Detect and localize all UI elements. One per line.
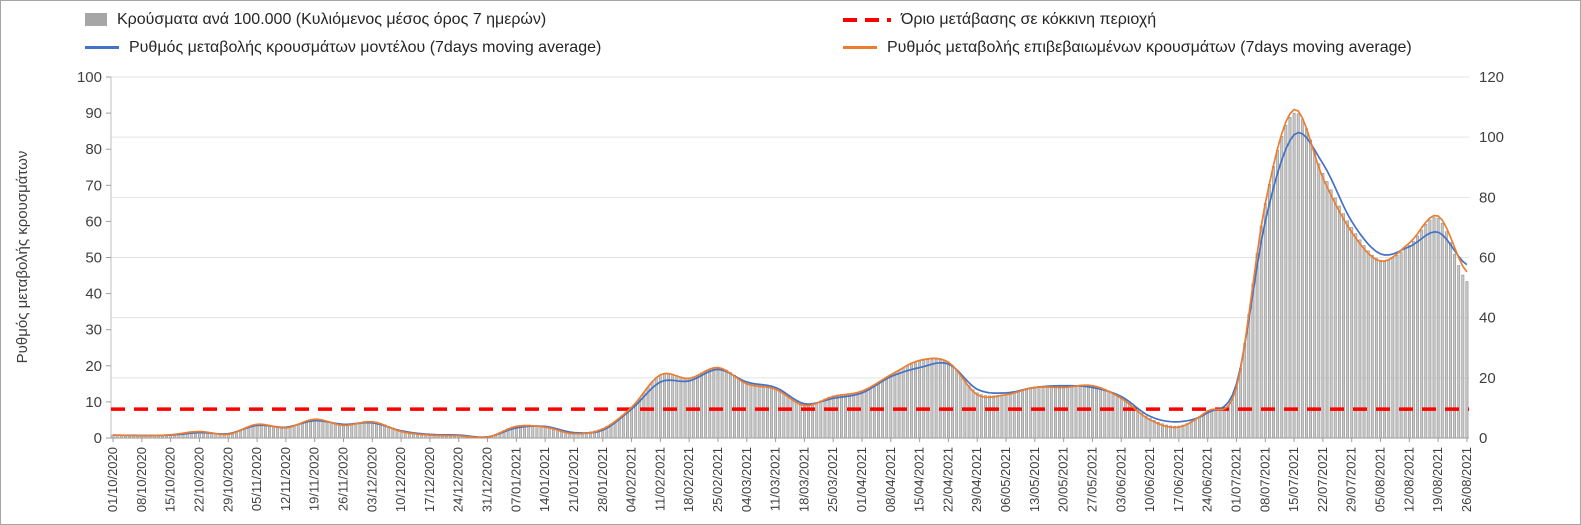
x-axis-date-label: 04/02/2021 <box>624 447 639 512</box>
x-axis-date-label: 03/06/2021 <box>1113 447 1128 512</box>
x-axis-date-label: 18/03/2021 <box>796 447 811 512</box>
x-axis-date-label: 22/07/2021 <box>1315 447 1330 512</box>
x-axis-date-label: 28/01/2021 <box>595 447 610 512</box>
x-axis-date-label: 15/10/2020 <box>163 447 178 512</box>
x-axis-date-label: 08/07/2021 <box>1257 447 1272 512</box>
dashed-line-swatch-icon <box>843 17 891 22</box>
left-axis-tick-label: 0 <box>94 430 102 447</box>
orange-line-swatch-icon <box>843 46 877 49</box>
x-axis-date-label: 25/03/2021 <box>825 447 840 512</box>
x-axis-date-label: 15/04/2021 <box>912 447 927 512</box>
x-axis-date-label: 14/01/2021 <box>537 447 552 512</box>
left-axis-tick-label: 70 <box>85 177 102 194</box>
right-axis-tick-label: 60 <box>1479 250 1496 267</box>
left-axis-tick-label: 90 <box>85 105 102 122</box>
x-axis-date-label: 13/05/2021 <box>1027 447 1042 512</box>
left-axis-tick-label: 10 <box>85 394 102 411</box>
x-axis-date-label: 01/07/2021 <box>1228 447 1243 512</box>
legend-item-cases-bars: Κρούσματα ανά 100.000 (Κυλιόμενος μέσος … <box>85 7 843 32</box>
x-axis-date-label: 17/12/2020 <box>422 447 437 512</box>
y-axis-title: Ρυθμός μεταβολής κρουσμάτων <box>14 151 31 364</box>
right-axis-tick-label: 40 <box>1479 310 1496 327</box>
x-axis-date-label: 29/07/2021 <box>1344 447 1359 512</box>
blue-line-swatch-icon <box>85 46 119 49</box>
x-axis-date-label: 15/07/2021 <box>1286 447 1301 512</box>
cases-bars <box>111 112 1469 439</box>
x-axis-date-label: 10/06/2021 <box>1142 447 1157 512</box>
x-axis: 01/10/2020 08/10/2020 15/10/2020 22/10/2020… <box>105 438 1474 512</box>
x-axis-date-label: 26/08/2021 <box>1459 447 1474 512</box>
legend-label-cases-bars: Κρούσματα ανά 100.000 (Κυλιόμενος μέσος … <box>117 11 547 28</box>
x-axis-date-label: 05/08/2021 <box>1373 447 1388 512</box>
bar-swatch-icon <box>85 13 107 26</box>
left-axis-tick-label: 40 <box>85 286 102 303</box>
right-axis-tick-label: 20 <box>1479 370 1496 387</box>
x-axis-date-label: 06/05/2021 <box>998 447 1013 512</box>
x-axis-date-label: 25/02/2021 <box>710 447 725 512</box>
x-axis-date-label: 04/03/2021 <box>739 447 754 512</box>
x-axis-date-label: 05/11/2020 <box>249 447 264 511</box>
x-axis-date-label: 12/08/2021 <box>1401 447 1416 512</box>
x-axis-date-label: 11/03/2021 <box>768 447 783 511</box>
x-axis-date-label: 18/02/2021 <box>681 447 696 512</box>
x-axis-date-label: 12/11/2020 <box>278 447 293 511</box>
x-axis-date-label: 31/12/2020 <box>480 447 495 512</box>
left-axis-tick-label: 30 <box>85 322 102 339</box>
left-axis-tick-label: 100 <box>77 69 102 86</box>
right-axis-tick-label: 120 <box>1479 69 1504 86</box>
right-axis-tick-label: 80 <box>1479 189 1496 206</box>
x-axis-date-label: 19/11/2020 <box>307 447 322 511</box>
x-axis-date-label: 10/12/2020 <box>393 447 408 512</box>
x-axis-date-label: 29/04/2021 <box>969 447 984 512</box>
legend-item-confirmed-line: Ρυθμός μεταβολής επιβεβαιωμένων κρουσμάτ… <box>843 35 1564 60</box>
x-axis-date-label: 07/01/2021 <box>508 447 523 512</box>
confirmed-line <box>113 108 1468 439</box>
gridlines <box>111 76 1469 439</box>
x-axis-date-label: 08/10/2020 <box>134 447 149 512</box>
x-axis-date-label: 26/11/2020 <box>336 447 351 511</box>
x-axis-date-label: 21/01/2021 <box>566 447 581 512</box>
axes: 0 10 20 30 40 50 60 70 80 90 100 0 20 40 60 80 100 120 <box>77 69 1504 447</box>
x-axis-date-label: 29/10/2020 <box>220 447 235 512</box>
chart-legend: Κρούσματα ανά 100.000 (Κυλιόμενος μέσος … <box>85 7 1564 60</box>
x-axis-date-label: 24/06/2021 <box>1200 447 1215 512</box>
x-axis-date-label: 19/08/2021 <box>1430 447 1445 512</box>
left-axis-tick-label: 50 <box>85 250 102 267</box>
x-axis-date-label: 17/06/2021 <box>1171 447 1186 512</box>
x-axis-date-label: 08/04/2021 <box>883 447 898 512</box>
legend-item-model-line: Ρυθμός μεταβολής κρουσμάτων μοντέλου (7d… <box>85 35 843 60</box>
right-axis-tick-label: 0 <box>1479 430 1487 447</box>
x-axis-date-label: 24/12/2020 <box>451 447 466 512</box>
left-axis-tick-label: 60 <box>85 213 102 230</box>
x-axis-date-label: 11/02/2021 <box>652 447 667 511</box>
x-axis-date-label: 03/12/2020 <box>364 447 379 512</box>
x-axis-date-label: 22/10/2020 <box>191 447 206 512</box>
left-axis-tick-label: 80 <box>85 141 102 158</box>
right-axis-tick-label: 100 <box>1479 129 1504 146</box>
legend-item-threshold: Όριο μετάβασης σε κόκκινη περιοχή <box>843 7 1564 32</box>
x-axis-date-label: 27/05/2021 <box>1084 447 1099 512</box>
legend-label-confirmed-line: Ρυθμός μεταβολής επιβεβαιωμένων κρουσμάτ… <box>887 39 1412 56</box>
legend-label-model-line: Ρυθμός μεταβολής κρουσμάτων μοντέλου (7d… <box>129 39 602 56</box>
x-axis-date-label: 20/05/2021 <box>1056 447 1071 512</box>
model-line <box>113 131 1468 439</box>
x-axis-date-label: 22/04/2021 <box>940 447 955 512</box>
x-axis-date-label: 01/04/2021 <box>854 447 869 512</box>
left-axis-tick-label: 20 <box>85 358 102 375</box>
x-axis-date-label: 01/10/2020 <box>105 447 120 512</box>
legend-label-threshold: Όριο μετάβασης σε κόκκινη περιοχή <box>901 11 1157 28</box>
